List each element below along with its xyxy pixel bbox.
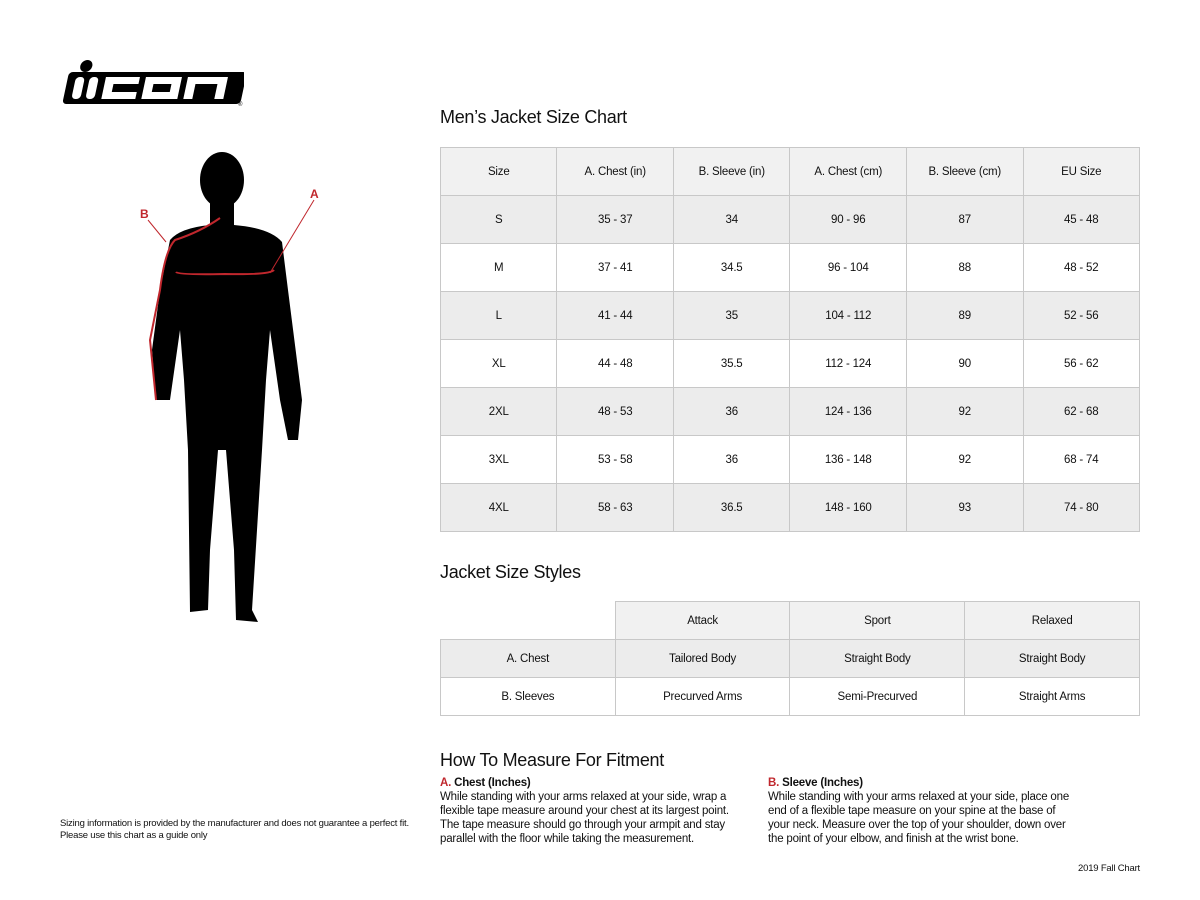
table-cell: 90 - 96 <box>789 195 907 244</box>
sleeve-instructions: B. Sleeve (Inches) While standing with y… <box>768 777 1070 845</box>
header-cell: Sport <box>789 601 966 640</box>
table-cell: 44 - 48 <box>556 339 674 388</box>
table-cell: A. Chest <box>440 639 616 678</box>
table-cell: 3XL <box>439 435 558 484</box>
chest-instructions: A. Chest (Inches) While standing with yo… <box>440 777 729 845</box>
table-cell: 58 - 63 <box>556 483 674 532</box>
header-cell-empty <box>440 601 616 640</box>
table-row: S 35 - 37 34 90 - 96 87 45 - 48 <box>439 195 1141 244</box>
table-cell: 37 - 41 <box>556 243 674 292</box>
table-row: B. Sleeves Precurved Arms Semi-Precurved St… <box>440 677 1140 716</box>
table-cell: 35.5 <box>672 339 791 388</box>
table-cell: 124 - 136 <box>789 387 907 436</box>
table-cell: Straight Body <box>789 639 966 678</box>
header-cell: Attack <box>614 601 791 640</box>
table-cell: 93 <box>905 483 1024 532</box>
table-cell: Straight Body <box>964 639 1140 678</box>
header-cell: EU Size <box>1022 147 1141 196</box>
header-cell: A. Chest (cm) <box>789 147 907 196</box>
table-cell: 36.5 <box>672 483 791 532</box>
table-cell: 92 <box>905 435 1024 484</box>
table-cell: 35 <box>672 291 791 340</box>
table-cell: Straight Arms <box>964 677 1140 716</box>
table-header-row: Size A. Chest (in) B. Sleeve (in) A. Che… <box>439 147 1141 196</box>
size-chart-title: Men’s Jacket Size Chart <box>440 107 627 127</box>
table-row: A. Chest Tailored Body Straight Body Straig… <box>440 639 1140 678</box>
styles-table: Attack Sport Relaxed A. Chest Tailored Bo… <box>440 601 1140 716</box>
header-cell: A. Chest (in) <box>556 147 674 196</box>
table-cell: 34 <box>672 195 791 244</box>
label-a: A <box>310 187 319 201</box>
table-row: 4XL 58 - 63 36.5 148 - 160 93 74 - 80 <box>439 483 1141 532</box>
disclaimer: Sizing information is provided by the ma… <box>60 818 409 841</box>
table-cell: 89 <box>905 291 1024 340</box>
table-cell: 48 - 53 <box>556 387 674 436</box>
table-cell: Semi-Precurved <box>789 677 966 716</box>
table-cell: 45 - 48 <box>1022 195 1141 244</box>
header-cell: Size <box>439 147 558 196</box>
table-cell: 36 <box>672 387 791 436</box>
table-cell: 4XL <box>439 483 558 532</box>
table-cell: 52 - 56 <box>1022 291 1141 340</box>
table-cell: 92 <box>905 387 1024 436</box>
label-b: B <box>140 207 149 221</box>
table-cell: 53 - 58 <box>556 435 674 484</box>
table-cell: 88 <box>905 243 1024 292</box>
footer-note: 2019 Fall Chart <box>1078 863 1140 874</box>
table-cell: XL <box>439 339 558 388</box>
table-header-row: Attack Sport Relaxed <box>440 601 1140 640</box>
table-cell: L <box>439 291 558 340</box>
icon-logo: ® <box>62 60 244 108</box>
styles-title: Jacket Size Styles <box>440 562 581 582</box>
table-cell: 68 - 74 <box>1022 435 1141 484</box>
svg-text:®: ® <box>238 101 243 108</box>
table-cell: Tailored Body <box>614 639 791 678</box>
table-cell: 112 - 124 <box>789 339 907 388</box>
table-row: L 41 - 44 35 104 - 112 89 52 - 56 <box>439 291 1141 340</box>
table-cell: 87 <box>905 195 1024 244</box>
table-row: M 37 - 41 34.5 96 - 104 88 48 - 52 <box>439 243 1141 292</box>
table-cell: 148 - 160 <box>789 483 907 532</box>
table-cell: B. Sleeves <box>440 677 616 716</box>
header-cell: B. Sleeve (cm) <box>905 147 1024 196</box>
table-cell: 36 <box>672 435 791 484</box>
table-cell: 136 - 148 <box>789 435 907 484</box>
table-cell: 74 - 80 <box>1022 483 1141 532</box>
table-cell: Precurved Arms <box>614 677 791 716</box>
table-row: 2XL 48 - 53 36 124 - 136 92 62 - 68 <box>439 387 1141 436</box>
table-row: XL 44 - 48 35.5 112 - 124 90 56 - 62 <box>439 339 1141 388</box>
table-cell: 96 - 104 <box>789 243 907 292</box>
table-cell: 35 - 37 <box>556 195 674 244</box>
table-cell: 41 - 44 <box>556 291 674 340</box>
table-cell: 62 - 68 <box>1022 387 1141 436</box>
table-cell: 104 - 112 <box>789 291 907 340</box>
table-cell: S <box>439 195 558 244</box>
header-cell: Relaxed <box>964 601 1140 640</box>
table-cell: 56 - 62 <box>1022 339 1141 388</box>
measure-title: How To Measure For Fitment <box>440 750 664 770</box>
size-chart-table: Size A. Chest (in) B. Sleeve (in) A. Che… <box>439 147 1141 532</box>
table-cell: 34.5 <box>672 243 791 292</box>
table-cell: 2XL <box>439 387 558 436</box>
table-row: 3XL 53 - 58 36 136 - 148 92 68 - 74 <box>439 435 1141 484</box>
header-cell: B. Sleeve (in) <box>672 147 791 196</box>
body-silhouette: A B <box>140 152 319 622</box>
table-cell: 48 - 52 <box>1022 243 1141 292</box>
table-cell: M <box>439 243 558 292</box>
table-cell: 90 <box>905 339 1024 388</box>
